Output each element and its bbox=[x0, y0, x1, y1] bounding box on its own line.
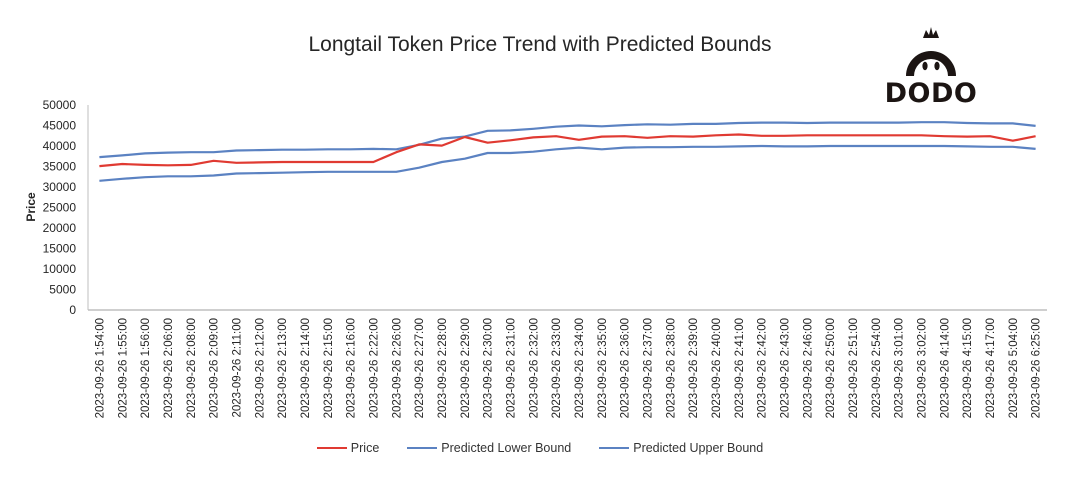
y-tick-label: 15000 bbox=[43, 242, 77, 256]
x-tick-label: 2023-09-26 2:35:00 bbox=[597, 318, 609, 418]
x-tick-label: 2023-09-26 3:02:00 bbox=[916, 318, 928, 418]
y-axis: 0 5000 10000 15000 20000 25000 30000 35000 40000… bbox=[43, 98, 89, 317]
y-tick-label: 25000 bbox=[43, 201, 77, 215]
x-tick-label: 2023-09-26 2:51:00 bbox=[848, 318, 860, 418]
x-tick-label: 2023-09-26 2:39:00 bbox=[688, 318, 700, 418]
series-line-price bbox=[99, 133, 1036, 168]
series-group bbox=[99, 121, 1036, 182]
x-tick-label: 2023-09-26 2:06:00 bbox=[163, 318, 175, 418]
dodo-logo: DODO bbox=[876, 22, 986, 109]
y-tick-label: 45000 bbox=[43, 119, 77, 133]
y-tick-label: 35000 bbox=[43, 160, 77, 174]
x-tick-label: 2023-09-26 2:09:00 bbox=[209, 318, 221, 418]
y-tick-label: 40000 bbox=[43, 139, 77, 153]
y-tick-label: 5000 bbox=[49, 283, 76, 297]
chart-title: Longtail Token Price Trend with Predicte… bbox=[308, 33, 772, 56]
x-tick-label: 2023-09-26 2:13:00 bbox=[277, 318, 289, 418]
x-tick-label: 2023-09-26 2:30:00 bbox=[483, 318, 495, 418]
legend-label: Predicted Lower Bound bbox=[441, 441, 572, 455]
x-tick-label: 2023-09-26 1:55:00 bbox=[117, 318, 129, 418]
logo-text: DODO bbox=[884, 78, 978, 109]
x-tick-label: 2023-09-26 2:38:00 bbox=[665, 318, 677, 418]
x-tick-label: 2023-09-26 2:41:00 bbox=[734, 318, 746, 418]
legend-label: Predicted Upper Bound bbox=[633, 441, 764, 455]
y-tick-label: 30000 bbox=[43, 180, 77, 194]
x-tick-label: 2023-09-26 2:22:00 bbox=[368, 318, 380, 418]
x-tick-label: 2023-09-26 2:15:00 bbox=[323, 318, 335, 418]
x-tick-label: 2023-09-26 2:28:00 bbox=[437, 318, 449, 418]
x-tick-label: 2023-09-26 6:25:00 bbox=[1031, 318, 1043, 418]
x-tick-label: 2023-09-26 1:54:00 bbox=[94, 318, 106, 418]
x-tick-label: 2023-09-26 2:43:00 bbox=[779, 318, 791, 418]
x-tick-label: 2023-09-26 1:56:00 bbox=[140, 318, 152, 418]
x-tick-label: 2023-09-26 2:11:00 bbox=[231, 318, 243, 418]
dodo-bird-icon bbox=[906, 27, 956, 76]
legend-swatch bbox=[316, 446, 347, 450]
x-tick-label: 2023-09-26 2:32:00 bbox=[528, 318, 540, 418]
y-tick-label: 10000 bbox=[43, 262, 77, 276]
x-tick-label: 2023-09-26 4:15:00 bbox=[962, 318, 974, 418]
x-tick-label: 2023-09-26 2:14:00 bbox=[300, 318, 312, 418]
legend: Price Predicted Lower Bound Predicted Uppe… bbox=[0, 441, 1080, 455]
x-tick-label: 2023-09-26 2:26:00 bbox=[391, 318, 403, 418]
legend-swatch bbox=[407, 446, 438, 450]
y-axis-title: Price bbox=[24, 192, 38, 222]
x-tick-label: 2023-09-26 2:12:00 bbox=[254, 318, 266, 418]
y-tick-label: 20000 bbox=[43, 221, 77, 235]
x-tick-label: 2023-09-26 2:40:00 bbox=[711, 318, 723, 418]
y-tick-label: 0 bbox=[69, 303, 76, 317]
x-tick-label: 2023-09-26 2:27:00 bbox=[414, 318, 426, 418]
x-tick-label: 2023-09-26 5:04:00 bbox=[1008, 318, 1020, 418]
legend-swatch bbox=[599, 446, 630, 450]
x-tick-label: 2023-09-26 2:50:00 bbox=[825, 318, 837, 418]
x-tick-label: 2023-09-26 3:01:00 bbox=[894, 318, 906, 418]
legend-item-predicted-lower-bound: Predicted Lower Bound bbox=[407, 441, 571, 455]
series-line-predicted-upper-bound bbox=[99, 121, 1036, 159]
x-tick-label: 2023-09-26 4:14:00 bbox=[939, 318, 951, 418]
x-tick-label: 2023-09-26 2:46:00 bbox=[802, 318, 814, 418]
x-tick-label: 2023-09-26 4:17:00 bbox=[985, 318, 997, 418]
y-tick-label: 50000 bbox=[43, 98, 77, 112]
legend-item-predicted-upper-bound: Predicted Upper Bound bbox=[599, 441, 763, 455]
legend-item-price: Price bbox=[316, 441, 380, 455]
x-tick-label: 2023-09-26 2:08:00 bbox=[186, 318, 198, 418]
x-tick-label: 2023-09-26 2:31:00 bbox=[505, 318, 517, 418]
x-tick-label: 2023-09-26 2:33:00 bbox=[551, 318, 563, 418]
series-line-predicted-lower-bound bbox=[99, 144, 1036, 182]
x-tick-label: 2023-09-26 2:54:00 bbox=[871, 318, 883, 418]
x-tick-label: 2023-09-26 2:36:00 bbox=[620, 318, 632, 418]
x-tick-label: 2023-09-26 2:16:00 bbox=[346, 318, 358, 418]
x-tick-label: 2023-09-26 2:42:00 bbox=[757, 318, 769, 418]
x-axis: 2023-09-26 1:54:00 2023-09-26 1:55:00 2023… bbox=[88, 309, 1047, 418]
x-tick-label: 2023-09-26 2:37:00 bbox=[642, 318, 654, 418]
legend-label: Price bbox=[350, 441, 380, 455]
x-tick-label: 2023-09-26 2:29:00 bbox=[460, 318, 472, 418]
x-tick-label: 2023-09-26 2:34:00 bbox=[574, 318, 586, 418]
